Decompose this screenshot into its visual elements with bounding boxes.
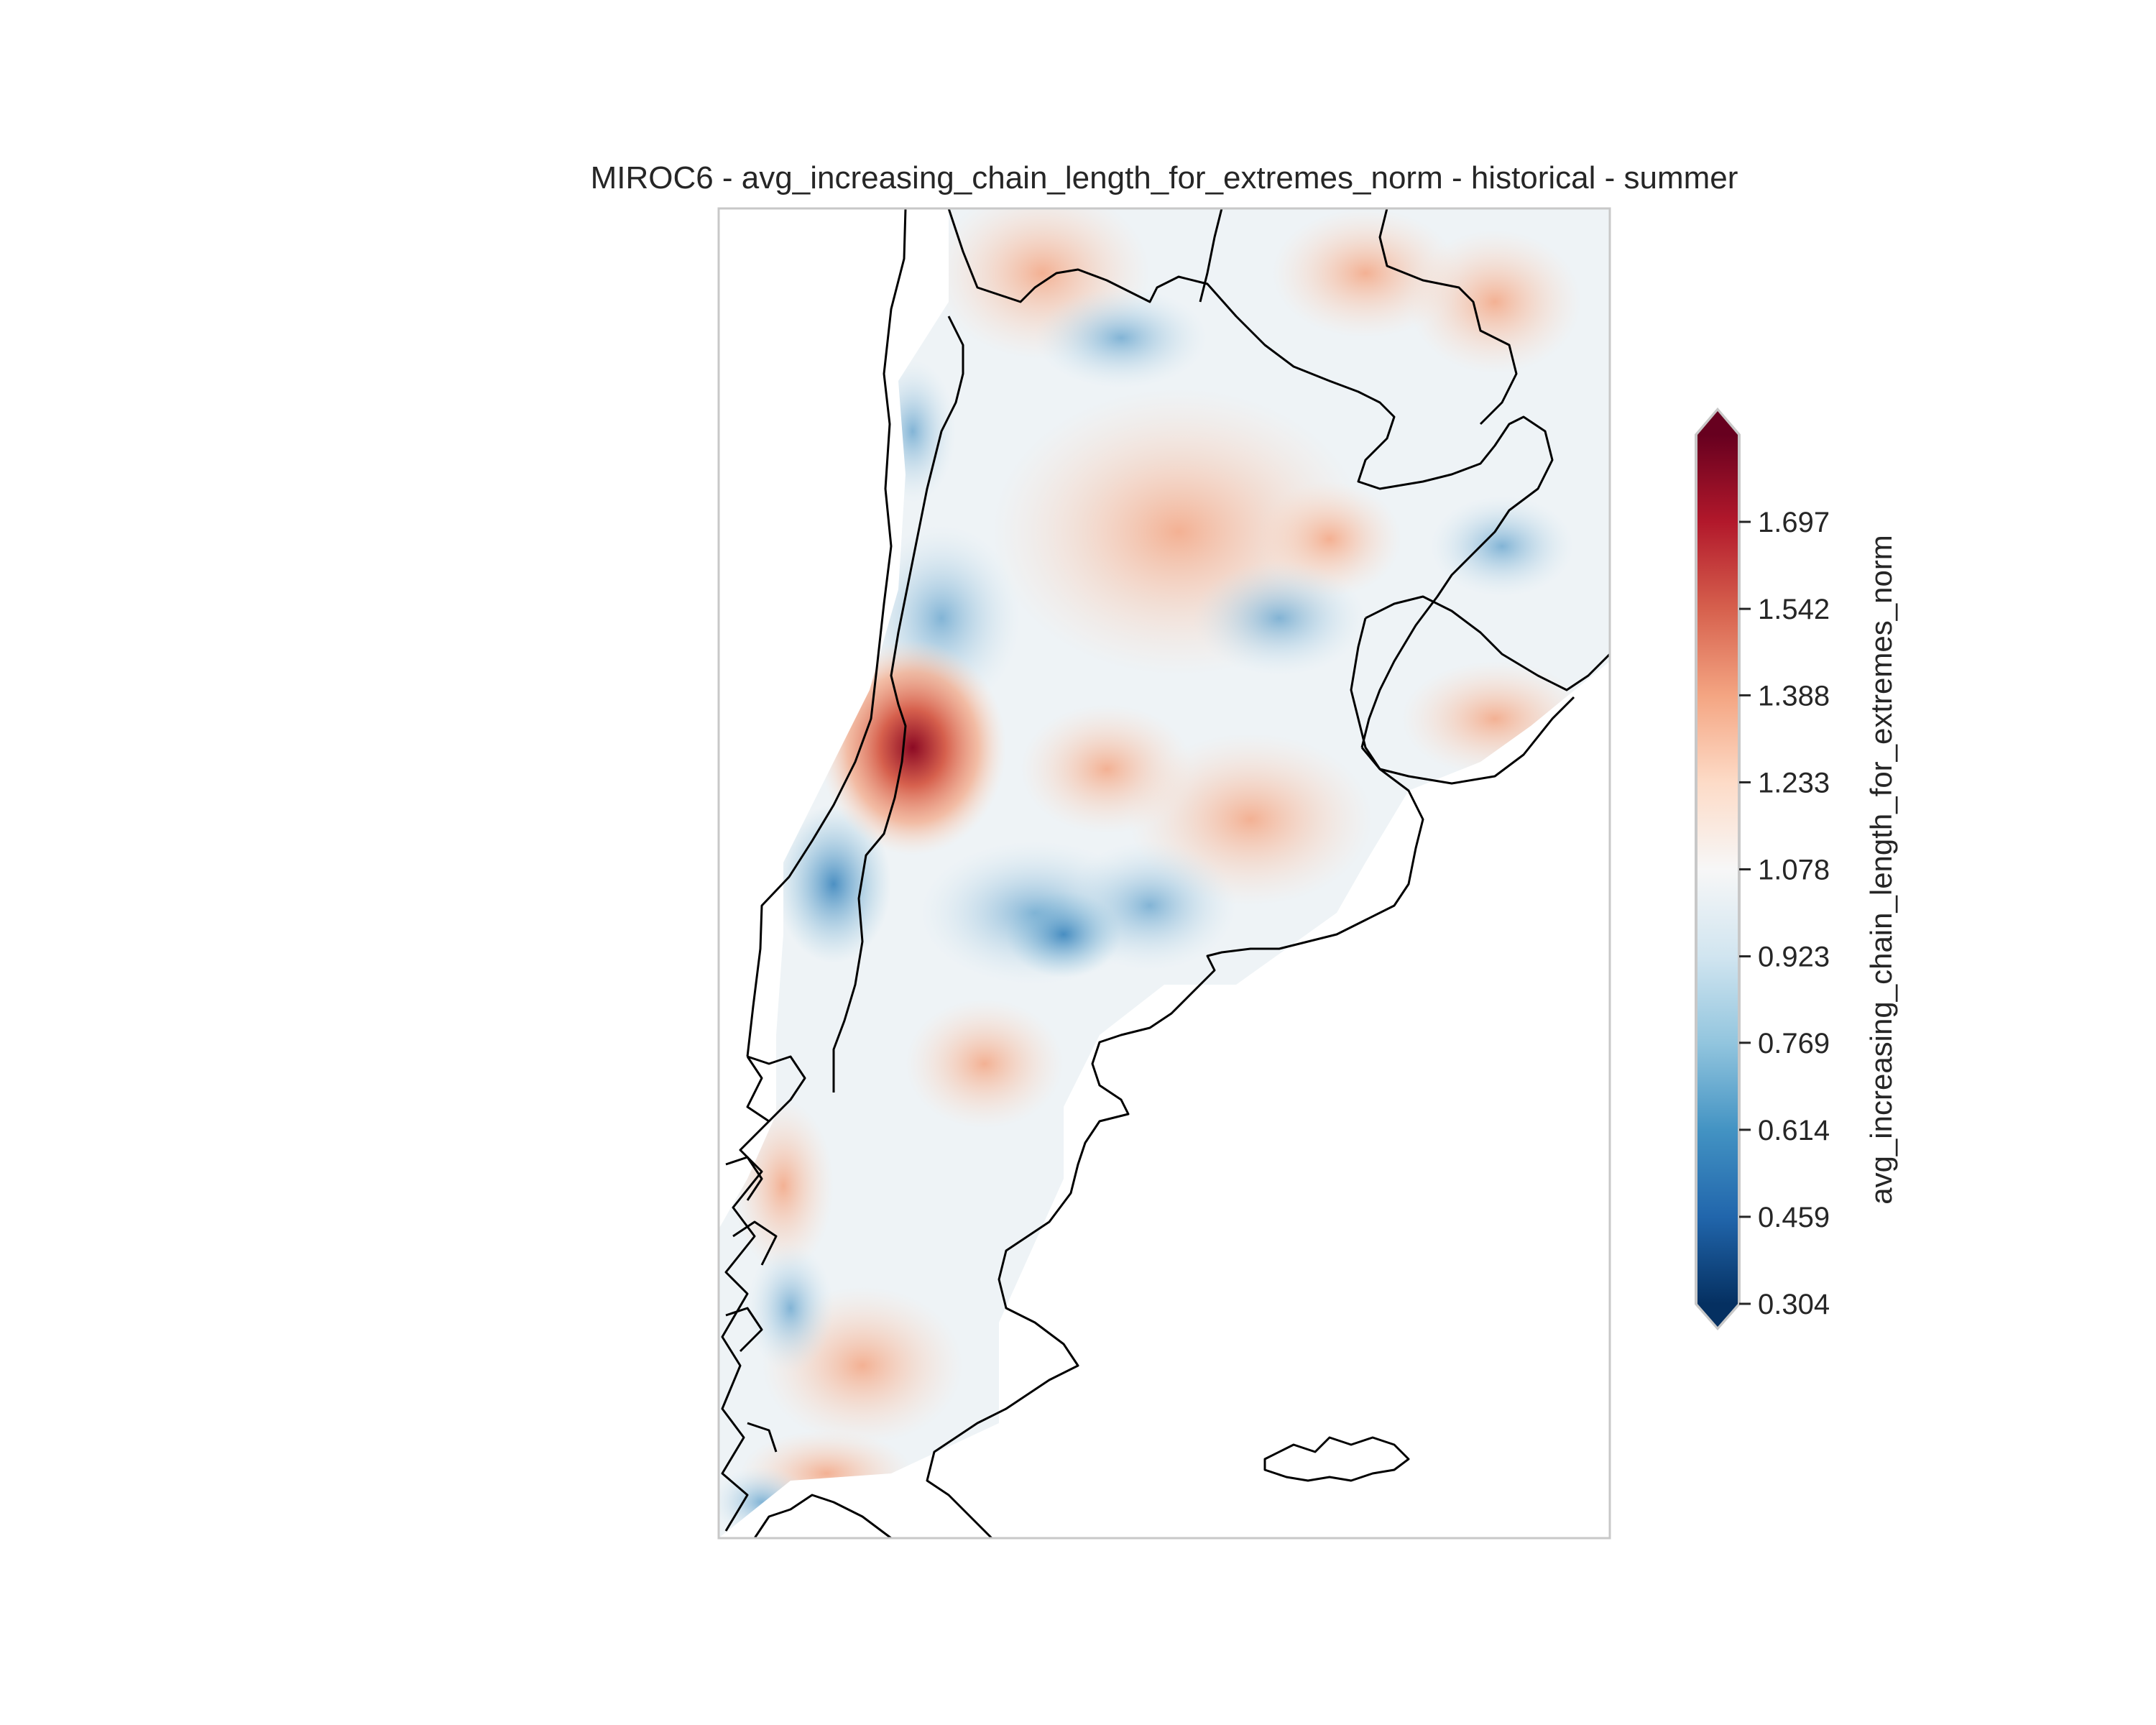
colorbar-extend-max: [1697, 411, 1738, 435]
colorbar-tick-label: 1.233: [1758, 767, 1830, 799]
colorbar-tick-label: 1.542: [1758, 594, 1830, 625]
colorbar-tick-label: 0.614: [1758, 1115, 1830, 1146]
map-frame: [717, 207, 1611, 1540]
colorbar-tick-label: 0.459: [1758, 1202, 1830, 1233]
colorbar-body: [1697, 435, 1738, 1304]
colorbar-extend-min: [1697, 1304, 1738, 1327]
map-title: MIROC6 - avg_increasing_chain_length_for…: [591, 160, 1738, 196]
colorbar-outline: [1695, 407, 1741, 1331]
colorbar-tick-label: 0.923: [1758, 942, 1830, 973]
data-field: [719, 208, 1610, 1538]
coastlines: [721, 208, 1610, 1538]
colorbar-tick-label: 1.388: [1758, 680, 1830, 712]
colorbar-tick-label: 0.769: [1758, 1028, 1830, 1059]
colorbar-tick-label: 1.078: [1758, 855, 1830, 886]
colorbar-tick-label: 1.697: [1758, 507, 1830, 538]
colorbar: 0.304 0.459 0.614 0.769 0.923 1.078 1.233 1.388…: [1695, 407, 1898, 1331]
colorbar-tick-label: 0.304: [1758, 1289, 1830, 1320]
colorbar-label: avg_increasing_chain_length_for_extremes…: [1864, 535, 1898, 1205]
map-axes: [717, 207, 1611, 1540]
